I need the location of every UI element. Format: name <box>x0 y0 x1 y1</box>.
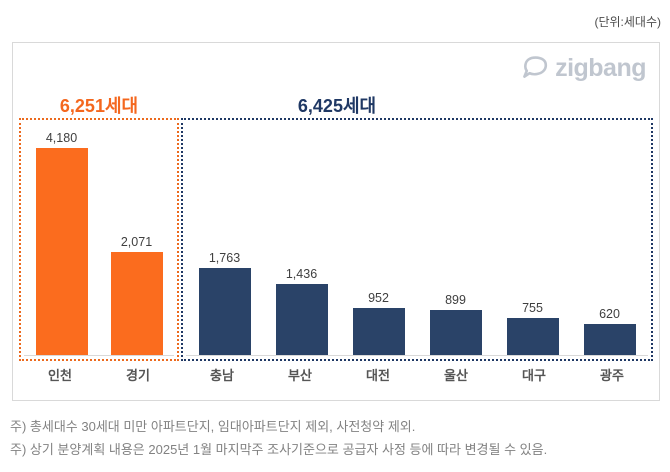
category-label-incheon: 인천 <box>48 368 72 383</box>
category-label-daegu: 대구 <box>522 368 546 383</box>
unit-label: (단위:세대수) <box>594 15 661 29</box>
category-label-daejeon: 대전 <box>366 368 390 383</box>
bar-value-daegu: 755 <box>522 301 543 315</box>
bar-column-incheon: 4,180 <box>24 120 99 355</box>
category-row-metro: 인천 경기 <box>21 365 177 384</box>
category-label-busan: 부산 <box>288 368 312 383</box>
bar-busan <box>275 284 328 355</box>
bar-column-chungnam: 1,763 <box>186 120 263 355</box>
category-label-ulsan: 울산 <box>444 368 468 383</box>
group-total-label-metro: 6,251세대 <box>59 96 139 116</box>
group-total-label-regional: 6,425세대 <box>297 96 377 116</box>
zigbang-logo: zigbang <box>521 55 646 81</box>
bar-gwangju <box>583 324 636 355</box>
bar-column-busan: 1,436 <box>263 120 340 355</box>
bar-daejeon <box>352 308 405 355</box>
bar-daegu <box>506 318 559 355</box>
bar-row-regional: 1,763 1,436 952 899 755 620 <box>186 120 648 356</box>
category-label-chungnam: 충남 <box>210 368 234 383</box>
bar-row-metro: 4,180 2,071 <box>24 120 174 356</box>
footnote-line-1: 주) 총세대수 30세대 미만 아파트단지, 임대아파트단지 제외, 사전청약 … <box>10 419 416 434</box>
bar-ulsan <box>429 310 482 355</box>
bar-column-daejeon: 952 <box>340 120 417 355</box>
bar-value-incheon: 4,180 <box>45 131 78 145</box>
bar-column-ulsan: 899 <box>417 120 494 355</box>
bar-incheon <box>35 148 88 355</box>
zigbang-bubble-icon <box>521 55 549 81</box>
bar-value-daejeon: 952 <box>368 291 389 305</box>
category-row-regional: 충남 부산 대전 울산 대구 광주 <box>183 365 651 384</box>
bar-value-chungnam: 1,763 <box>208 251 241 265</box>
footnote-line-2: 주) 상기 분양계획 내용은 2025년 1월 마지막주 조사기준으로 공급자 … <box>10 442 548 457</box>
chart-panel: zigbang 6,251세대 6,425세대 4,180 2,071 1,763… <box>12 42 660 401</box>
bar-value-gwangju: 620 <box>599 307 620 321</box>
category-label-gyeonggi: 경기 <box>126 368 150 383</box>
bar-value-gyeonggi: 2,071 <box>120 235 153 249</box>
footnotes: 주) 총세대수 30세대 미만 아파트단지, 임대아파트단지 제외, 사전청약 … <box>10 415 547 461</box>
bar-gyeonggi <box>110 252 163 355</box>
zigbang-logo-text: zigbang <box>555 53 646 82</box>
bar-value-busan: 1,436 <box>285 267 318 281</box>
bar-value-ulsan: 899 <box>445 293 466 307</box>
group-box-metro: 4,180 2,071 <box>19 118 179 361</box>
bar-column-gwangju: 620 <box>571 120 648 355</box>
bar-column-gyeonggi: 2,071 <box>99 120 174 355</box>
bar-column-daegu: 755 <box>494 120 571 355</box>
bar-chungnam <box>198 268 251 355</box>
group-box-regional: 1,763 1,436 952 899 755 620 <box>181 118 653 361</box>
category-label-gwangju: 광주 <box>600 368 624 383</box>
